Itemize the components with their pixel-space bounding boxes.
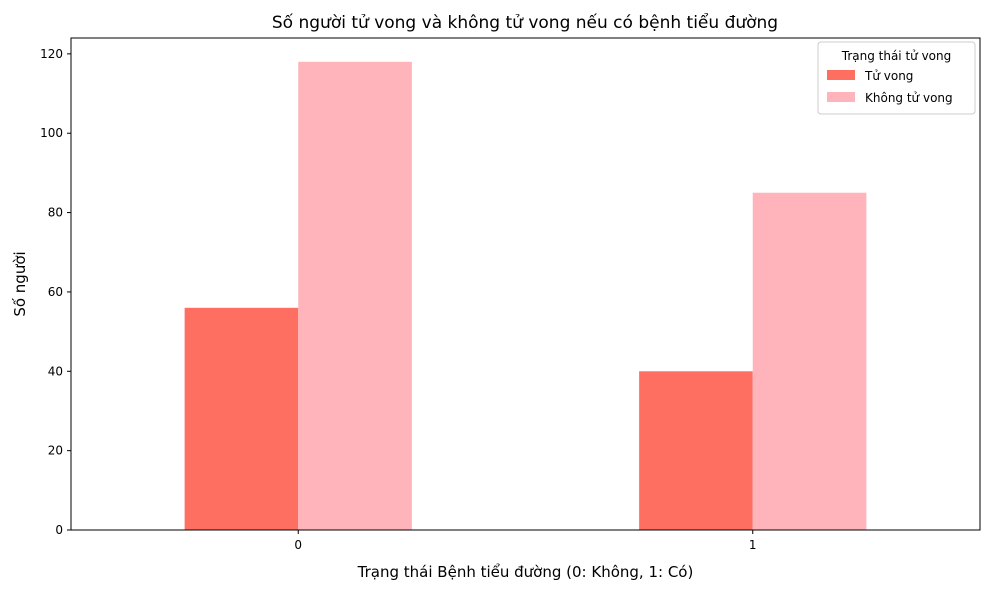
y-tick-label-4: 80 xyxy=(48,206,63,220)
bar-1-1 xyxy=(752,192,867,530)
plot-frame xyxy=(70,37,981,531)
y-tick-label-1: 20 xyxy=(48,444,63,458)
chart-title: Số người tử vong và không tử vong nếu có… xyxy=(272,12,778,33)
x-tick-label-1: 1 xyxy=(749,538,757,552)
y-tick-label-6: 120 xyxy=(40,47,63,61)
legend-swatch-1 xyxy=(827,92,855,102)
legend: Trạng thái tử vong Tử vong Không tử vong xyxy=(817,41,976,115)
x-axis-title: Trạng thái Bệnh tiểu đường (0: Không, 1:… xyxy=(357,563,694,581)
legend-title: Trạng thái tử vong xyxy=(841,49,952,63)
legend-label-0: Tử vong xyxy=(864,69,913,83)
legend-label-1: Không tử vong xyxy=(865,91,953,105)
bar-0-1 xyxy=(639,371,753,530)
y-tick-label-0: 0 xyxy=(55,523,63,537)
x-tick-label-0: 0 xyxy=(294,538,302,552)
bars-group xyxy=(184,61,867,530)
y-tick-label-2: 40 xyxy=(48,364,63,378)
y-axis-ticks: 0 20 40 60 80 100 120 xyxy=(40,47,71,537)
legend-swatch-0 xyxy=(827,70,855,80)
y-tick-label-5: 100 xyxy=(40,126,63,140)
bar-0-0 xyxy=(184,307,299,530)
bar-1-0 xyxy=(298,61,412,530)
y-axis-title: Số người xyxy=(11,251,29,316)
legend-items: Tử vong Không tử vong xyxy=(827,69,953,105)
legend-box xyxy=(817,41,976,115)
y-tick-label-3: 60 xyxy=(48,285,63,299)
